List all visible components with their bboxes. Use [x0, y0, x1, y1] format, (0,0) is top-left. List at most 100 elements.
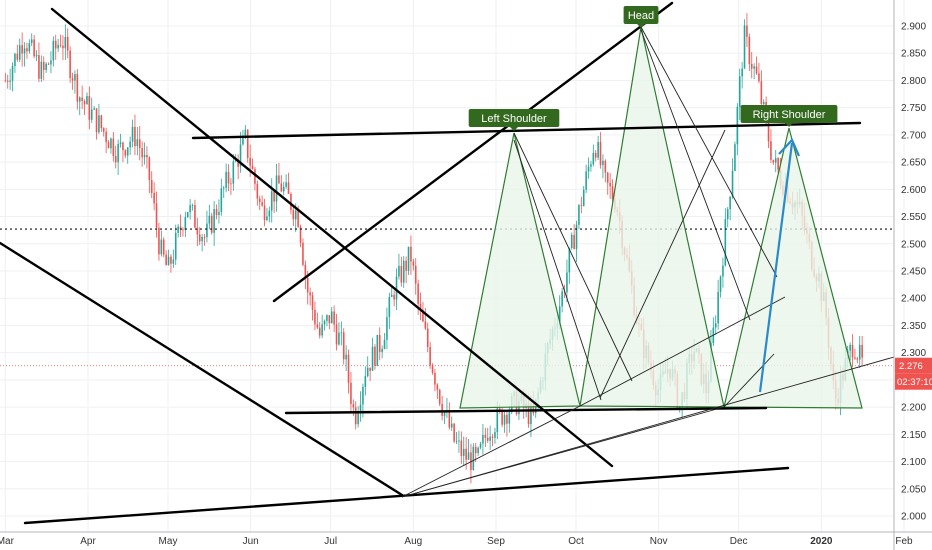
pattern-label-box — [623, 6, 659, 24]
candle-body — [45, 63, 47, 71]
candle-body — [203, 236, 206, 238]
candle-body — [146, 154, 148, 158]
candle-body — [474, 446, 477, 454]
candle-body — [760, 81, 763, 105]
candle-body — [90, 109, 93, 120]
candle-body — [62, 45, 64, 49]
candle-body — [398, 265, 400, 277]
candle-body — [714, 323, 717, 328]
candle-body — [38, 55, 40, 79]
candle-body — [42, 61, 45, 71]
candle-body — [321, 324, 323, 336]
neckline-top — [191, 121, 862, 140]
head-triangle — [579, 26, 725, 408]
candle-body — [422, 309, 424, 322]
candle-body — [294, 210, 297, 220]
y-tick-label: 2.600 — [901, 185, 926, 196]
candle-body — [107, 142, 110, 149]
candle-body — [143, 154, 146, 158]
candle-body — [585, 171, 587, 190]
candle-body — [395, 276, 398, 300]
candle-body — [4, 80, 7, 82]
y-tick-label: 2.500 — [901, 239, 926, 250]
candle-body — [251, 165, 254, 170]
candle-body — [306, 277, 309, 293]
support-line — [284, 406, 768, 415]
candle-body — [856, 358, 859, 360]
fan-trendline — [513, 139, 602, 401]
candle-body — [304, 264, 307, 278]
y-tick-label: 2.700 — [901, 130, 926, 141]
candle-body — [314, 309, 316, 325]
candle-body — [597, 141, 599, 158]
candle-body — [54, 40, 57, 49]
candle-body — [599, 141, 602, 165]
candle-body — [299, 226, 302, 243]
projection-arrow-head — [778, 138, 801, 157]
candle-body — [381, 348, 383, 352]
candle-body — [6, 80, 9, 82]
x-tick-label: Aug — [404, 536, 422, 547]
candle-body — [88, 96, 91, 120]
candle-body — [198, 234, 201, 242]
candle-body — [448, 410, 451, 428]
candle-body — [273, 191, 275, 202]
candle-body — [386, 317, 388, 340]
candle-body — [263, 205, 266, 221]
y-tick-label: 2.300 — [901, 348, 926, 359]
candle-body — [501, 409, 503, 425]
candle-body — [155, 203, 158, 228]
candle-body — [362, 386, 364, 405]
candle-body — [482, 435, 484, 444]
countdown-tag — [895, 373, 932, 390]
candle-body — [858, 344, 861, 360]
candle-body — [352, 404, 355, 408]
candle-body — [160, 239, 163, 255]
y-tick-label: 2.400 — [901, 294, 926, 305]
candle-body — [170, 256, 172, 264]
candle-body — [268, 210, 271, 217]
pattern-label-text: Head — [628, 10, 654, 22]
candle-body — [206, 223, 208, 238]
candle-body — [326, 315, 328, 321]
candle-body — [575, 224, 578, 250]
candle-body — [124, 150, 127, 156]
candle-body — [750, 64, 753, 69]
candle-body — [244, 129, 247, 136]
candle-body — [580, 205, 583, 206]
candle-body — [508, 412, 511, 424]
candle-body — [357, 413, 359, 425]
candle-body — [354, 407, 357, 425]
candle-body — [179, 226, 182, 230]
candle-body — [755, 66, 758, 74]
x-tick-label: Sep — [487, 536, 505, 547]
candle-body — [594, 152, 597, 158]
fan-trendline — [640, 29, 751, 321]
candle-body — [412, 261, 415, 266]
left-shoulder-triangle — [459, 132, 581, 409]
candle-body — [40, 61, 43, 79]
candle-body — [64, 36, 67, 49]
candle-body — [335, 324, 338, 345]
candle-body — [441, 403, 443, 416]
candle-body — [590, 164, 592, 167]
candle-body — [405, 260, 407, 271]
y-tick-label: 2.750 — [901, 103, 926, 114]
candle-body — [854, 357, 856, 359]
candle-body — [724, 219, 727, 266]
candle-body — [431, 365, 434, 373]
candle-body — [138, 139, 141, 149]
candle-body — [345, 354, 347, 360]
candle-body — [74, 74, 76, 81]
candle-body — [246, 129, 249, 158]
fan-trendline — [401, 356, 894, 498]
candle-body — [78, 97, 81, 102]
x-tick-label: Mar — [0, 536, 15, 547]
candle-body — [568, 247, 571, 273]
candle-body — [407, 246, 410, 271]
candle-body — [270, 191, 273, 211]
candle-body — [364, 376, 367, 387]
candle-body — [52, 40, 55, 61]
